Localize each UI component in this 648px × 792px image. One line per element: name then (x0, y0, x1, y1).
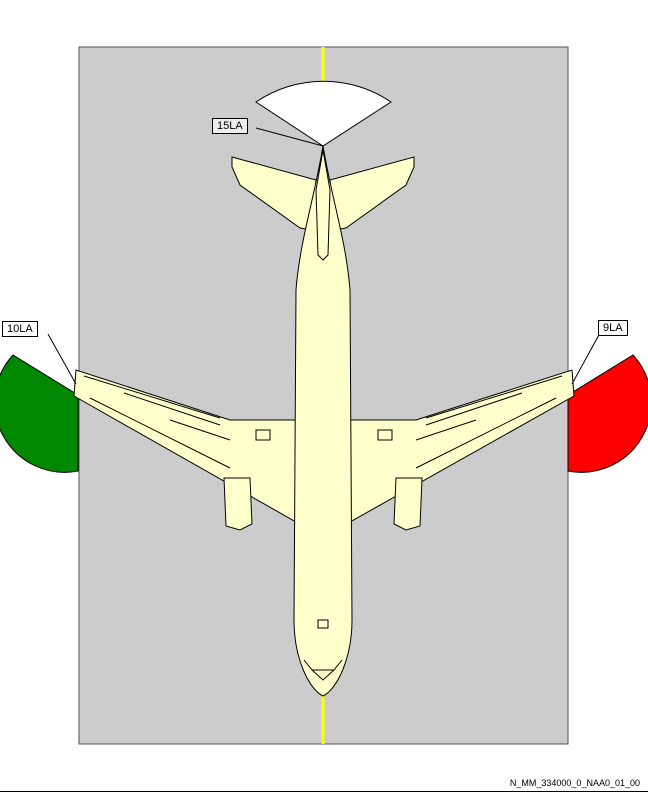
left-engine (223, 477, 253, 531)
left-wing-flaps (83, 375, 231, 469)
right-main-gear (377, 429, 393, 441)
drawing-reference: N_MM_334000_0_NAA0_01_00 (509, 778, 640, 788)
nose-gear (317, 619, 329, 629)
right-engine (393, 477, 423, 531)
right-light-leader (571, 332, 601, 385)
fuselage (293, 145, 353, 697)
cockpit-outline (303, 659, 343, 681)
tail-light-label: 15LA (212, 118, 248, 134)
left-main-gear (255, 429, 271, 441)
left-green-light-sector (0, 354, 79, 473)
right-wing-flaps (415, 375, 563, 469)
right-red-light-sector (567, 354, 648, 473)
left-wing-light-label: 10LA (2, 321, 38, 337)
right-wing-light-label: 9LA (598, 320, 628, 336)
vertical-fin (315, 149, 331, 261)
tail-light-sector (255, 80, 392, 147)
aircraft (73, 145, 575, 697)
left-light-leader (47, 333, 77, 385)
tail-light-leader (255, 127, 324, 147)
